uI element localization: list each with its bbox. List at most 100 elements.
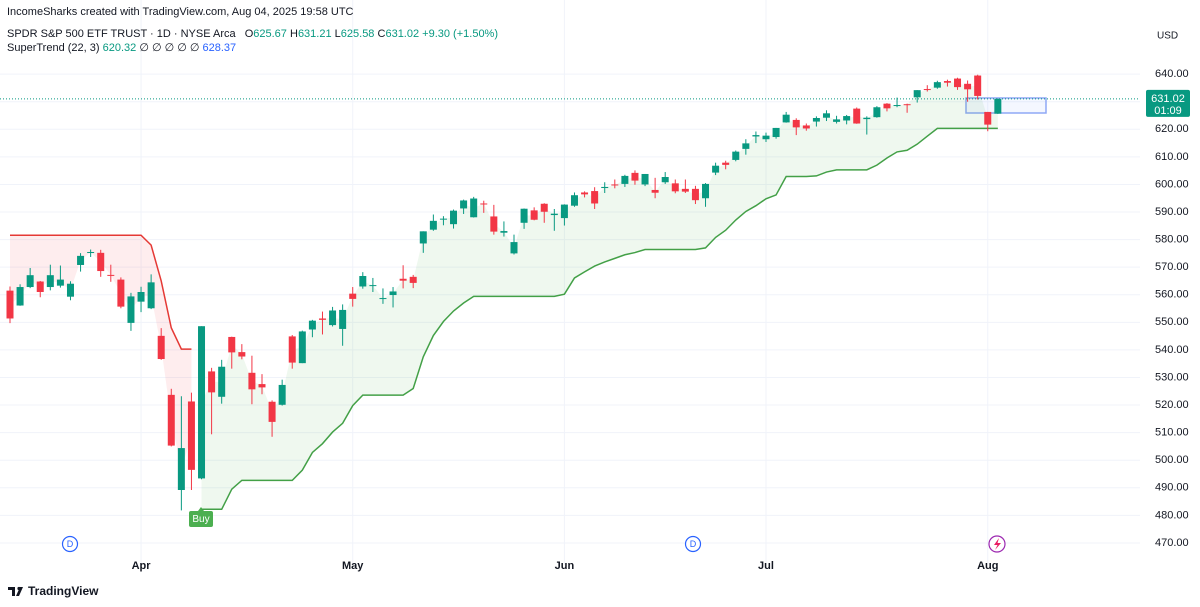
y-tick-label: 640.00 — [1155, 68, 1189, 80]
candle-body — [651, 189, 659, 193]
symbol-row: SPDR S&P 500 ETF TRUST · 1D · NYSE Arca … — [7, 27, 498, 41]
y-tick-label: 490.00 — [1155, 482, 1189, 494]
ohlc-value: 625.67 — [253, 28, 287, 40]
candle-body — [681, 188, 689, 192]
marker-icon — [994, 538, 1001, 550]
candle-body — [87, 252, 95, 254]
candle-body — [822, 113, 830, 118]
dividend-marker: D — [61, 535, 79, 553]
candle-body — [137, 292, 145, 302]
y-tick-label: 530.00 — [1155, 371, 1189, 383]
candle-body — [893, 105, 901, 107]
candle-body — [198, 326, 206, 479]
candle-body — [500, 231, 508, 233]
indicator-value: 628.37 — [202, 42, 237, 54]
marker-label: D — [67, 539, 74, 549]
x-tick-label: Jul — [758, 560, 774, 572]
candle-body — [97, 252, 105, 272]
candle-body — [56, 279, 64, 286]
candle-body — [177, 448, 185, 490]
candle-body — [460, 200, 468, 209]
candle-body — [399, 278, 407, 281]
y-tick-label: 600.00 — [1155, 178, 1189, 190]
ohlc-value: 625.58 — [340, 28, 375, 40]
candle-body — [954, 78, 962, 88]
candle-body — [913, 90, 921, 98]
candle-body — [833, 119, 841, 122]
y-tick-label: 480.00 — [1155, 509, 1189, 521]
candle-body — [611, 184, 619, 186]
y-tick-label: 580.00 — [1155, 234, 1189, 246]
candle-body — [691, 188, 699, 201]
x-tick-label: Aug — [977, 560, 998, 572]
candle-body — [903, 104, 911, 106]
candle-body — [127, 296, 135, 323]
indicator-name: SuperTrend (22, 3) — [7, 42, 100, 54]
candle-body — [490, 216, 498, 232]
indicator-value: 620.32 — [102, 42, 137, 54]
last-price-tag — [1146, 89, 1190, 117]
ohlc-value: 631.02 — [385, 28, 420, 40]
last-price-label: 631.02 — [1151, 93, 1185, 105]
y-tick-label: 500.00 — [1155, 454, 1189, 466]
x-tick-label: Jun — [555, 560, 575, 572]
drawing-rectangle — [965, 97, 1047, 114]
candle-body — [671, 183, 679, 192]
candle-body — [873, 107, 881, 118]
candle-body — [762, 135, 770, 140]
candle-body — [530, 210, 538, 220]
candle-body — [187, 401, 195, 470]
candle-body — [349, 293, 357, 299]
y-tick-label: 520.00 — [1155, 399, 1189, 411]
candle-body — [772, 127, 780, 138]
ohlc-key: O — [244, 28, 254, 40]
candle-body — [732, 151, 740, 160]
candle-body — [520, 208, 528, 223]
y-tick-label: 470.00 — [1155, 537, 1189, 549]
x-tick-label: Apr — [132, 560, 152, 572]
candle-body — [863, 117, 871, 120]
brand-name: TradingView — [28, 584, 99, 598]
candle-body — [268, 401, 276, 422]
candle-body — [66, 283, 74, 297]
trend-line — [201, 127, 998, 511]
candle-body — [631, 172, 639, 181]
currency-label: USD — [1157, 31, 1178, 42]
trend-line — [10, 234, 192, 350]
candle-body — [853, 108, 861, 124]
logo-dot — [17, 586, 21, 591]
candle-body — [308, 320, 316, 330]
credit: IncomeSharks created with TradingView.co… — [7, 6, 354, 18]
candle-body — [429, 220, 437, 230]
candle-body — [641, 173, 649, 185]
candle-body — [812, 117, 820, 122]
candle-body — [238, 352, 246, 357]
candle-body — [782, 114, 790, 123]
candle-body — [540, 203, 548, 212]
candle-body — [480, 203, 488, 205]
candle-body — [107, 274, 115, 276]
ohlc-key: H — [289, 28, 298, 40]
candle-body — [570, 195, 578, 206]
ohlc-key: L — [334, 28, 341, 40]
candle-body — [964, 83, 972, 90]
candle-body — [379, 298, 387, 300]
candle-body — [419, 231, 427, 244]
candle-body — [167, 394, 175, 446]
candle-body — [843, 116, 851, 121]
y-tick-label: 560.00 — [1155, 289, 1189, 301]
candle-body — [278, 384, 286, 405]
candle-body — [943, 81, 951, 83]
y-tick-label: 540.00 — [1155, 344, 1189, 356]
candle-body — [661, 177, 669, 183]
legend-header: IncomeSharks created with TradingView.co… — [7, 5, 498, 55]
candle-body — [77, 255, 85, 265]
candle-body — [369, 285, 377, 287]
symbol-title: SPDR S&P 500 ETF TRUST · 1D · NYSE Arca — [7, 28, 236, 40]
countdown-label: 01:09 — [1154, 105, 1182, 117]
y-tick-label: 510.00 — [1155, 427, 1189, 439]
candle-body — [46, 275, 54, 288]
candle-body — [16, 287, 24, 306]
candle-body — [702, 183, 710, 199]
